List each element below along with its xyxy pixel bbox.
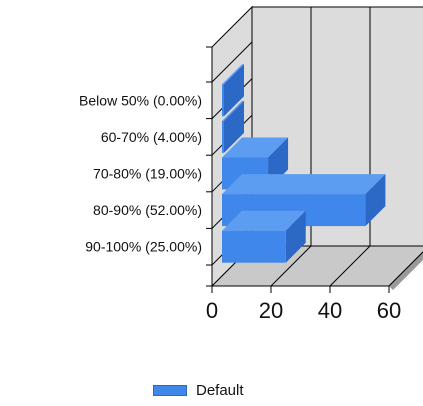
bar-top-3 — [222, 174, 386, 195]
category-label-0: Below 50% (0.00%) — [79, 92, 202, 108]
bar-4 — [222, 230, 286, 263]
legend-label: Default — [196, 382, 244, 399]
floor-gridline-40 — [329, 245, 371, 287]
floor-gridline-60 — [388, 251, 423, 287]
bar-top-4 — [222, 210, 306, 231]
bar-side-3 — [365, 174, 386, 227]
legend-swatch — [153, 385, 187, 396]
bar-top-0 — [222, 64, 244, 85]
x-tick-label-60: 60 — [377, 298, 401, 323]
bar-1 — [222, 120, 224, 153]
wall-gridline-0 — [211, 41, 253, 83]
x-tick-label-0: 0 — [206, 298, 218, 323]
legend: Default — [153, 382, 244, 399]
bar-top-2 — [222, 137, 289, 158]
bar-side-1 — [224, 100, 244, 153]
bar-side-0 — [224, 64, 244, 117]
category-label-4: 90-100% (25.00%) — [85, 239, 202, 255]
bar-0 — [222, 84, 224, 117]
bar-side-4 — [285, 210, 306, 263]
category-label-1: 60-70% (4.00%) — [101, 129, 202, 145]
floor-gridline-20 — [270, 245, 312, 287]
x-tick-label-20: 20 — [259, 298, 283, 323]
x-tick-label-40: 40 — [318, 298, 342, 323]
wall-shadow — [389, 252, 423, 290]
bar-top-1 — [222, 100, 244, 121]
category-label-3: 80-90% (52.00%) — [93, 202, 202, 218]
category-label-2: 70-80% (19.00%) — [93, 166, 202, 182]
